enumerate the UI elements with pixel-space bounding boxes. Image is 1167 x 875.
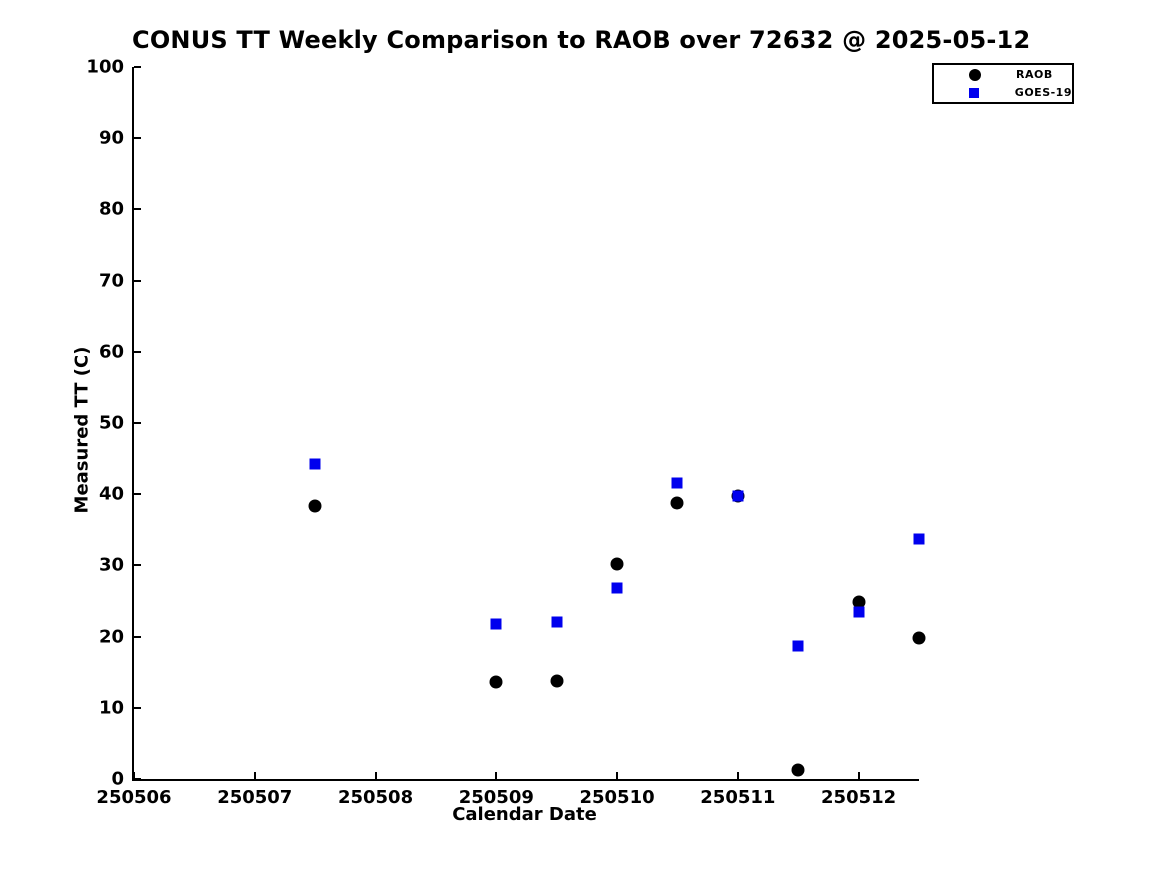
legend-label-goes19: GOES-19 (1014, 86, 1072, 99)
y-tick (134, 137, 141, 140)
y-tick (134, 778, 141, 780)
raob-data-point (489, 675, 503, 689)
x-tick-label: 250510 (579, 787, 655, 808)
goes-19-data-point (853, 606, 865, 618)
y-tick-label: 40 (98, 483, 124, 505)
y-tick (134, 564, 141, 567)
y-tick-label: 50 (98, 412, 124, 434)
goes-19-data-point (551, 616, 563, 628)
x-tick-label: 250508 (337, 787, 414, 808)
y-axis-label: Measured TT (C) (71, 346, 93, 514)
y-tick-label: 100 (86, 56, 124, 78)
y-tick (134, 493, 141, 496)
goes-19-data-point (611, 582, 623, 594)
raob-data-point (791, 763, 805, 777)
raob-data-point (670, 496, 684, 510)
y-tick (134, 422, 141, 424)
y-tick (134, 279, 141, 282)
raob-data-point (912, 631, 926, 645)
raob-data-point (610, 557, 624, 571)
raob-data-point (308, 499, 322, 513)
x-tick-label: 250506 (96, 787, 172, 808)
y-tick-label: 80 (98, 198, 124, 220)
x-tick-label: 250509 (458, 787, 534, 808)
raob-data-point (852, 595, 866, 609)
raob-circle-marker-icon (969, 68, 981, 81)
raob-data-point (550, 674, 564, 688)
goes-19-data-point (732, 490, 744, 502)
x-tick (736, 772, 739, 779)
x-axis-label: Calendar Date (452, 804, 597, 825)
goes-19-data-point (671, 477, 683, 489)
y-tick (134, 208, 141, 211)
y-tick-label: 70 (98, 270, 124, 292)
goes-19-data-point (309, 458, 321, 470)
y-tick (134, 635, 141, 638)
plot-area: 0 10 20 30 40 50 60 70 80 90 100 250506 250507 250508… (86, 57, 926, 808)
legend-marker-cell (934, 87, 1015, 98)
chart-title: CONUS TT Weekly Comparison to RAOB over … (132, 26, 1031, 54)
legend-item-goes19: GOES-19 (934, 84, 1072, 101)
x-tick-label: 250507 (217, 787, 293, 808)
y-tick-label: 60 (98, 341, 124, 363)
y-tick-label: 30 (98, 554, 124, 576)
y-tick-label: 10 (98, 697, 124, 719)
legend-item-raob: RAOB (934, 66, 1072, 83)
x-tick-label: 250511 (700, 787, 776, 808)
x-tick (857, 772, 860, 779)
goes-19-data-point (913, 533, 925, 545)
y-tick-label: 90 (98, 127, 124, 149)
legend: RAOB GOES-19 (932, 63, 1074, 104)
x-tick (133, 772, 135, 779)
legend-marker-cell (934, 68, 1016, 81)
y-tick (134, 350, 141, 353)
x-tick (495, 772, 498, 779)
x-tick (253, 772, 256, 779)
x-tick-label: 250512 (821, 787, 897, 808)
x-tick (616, 772, 619, 779)
goes-19-data-point (490, 618, 502, 630)
y-tick (134, 706, 141, 709)
y-tick (134, 66, 141, 68)
y-tick-label: 0 (111, 768, 124, 790)
y-tick-label: 20 (98, 626, 124, 648)
x-tick (374, 772, 377, 779)
legend-label-raob: RAOB (1016, 68, 1053, 81)
goes19-square-marker-icon (969, 87, 980, 98)
goes-19-data-point (792, 640, 804, 652)
